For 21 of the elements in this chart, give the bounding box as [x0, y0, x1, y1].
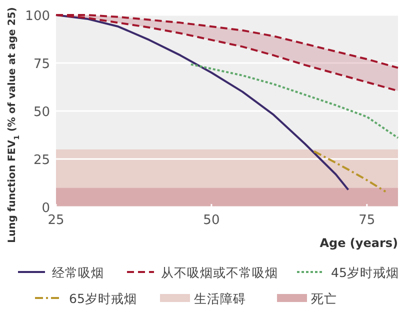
- x-tick-label: 25: [48, 213, 64, 228]
- x-axis-title: Age (years): [320, 236, 398, 250]
- legend-label: 经常吸烟: [52, 265, 104, 280]
- y-tick-label: 25: [33, 153, 50, 168]
- legend-label: 死亡: [311, 291, 337, 306]
- legend-label: 65岁时戒烟: [69, 291, 137, 306]
- y-tick-label: 0: [42, 201, 50, 216]
- legend-label: 45岁时戒烟: [331, 265, 399, 280]
- x-tick-label: 50: [203, 213, 220, 228]
- y-tick-label: 75: [33, 57, 50, 72]
- legend-item: 经常吸烟: [18, 265, 104, 280]
- x-tick-label: 75: [358, 213, 376, 228]
- legend-label: 从不吸烟或不常吸烟: [161, 265, 278, 280]
- y-tick-label: 50: [33, 105, 50, 120]
- legend-item: 45岁时戒烟: [297, 265, 399, 280]
- legend-item: 65岁时戒烟: [35, 291, 137, 306]
- legend-item: 死亡: [277, 291, 337, 306]
- legend-item: 生活障碍: [160, 291, 246, 306]
- y-tick-label: 100: [25, 9, 50, 24]
- legend-label: 生活障碍: [194, 291, 246, 306]
- legend-item: 从不吸烟或不常吸烟: [127, 265, 278, 280]
